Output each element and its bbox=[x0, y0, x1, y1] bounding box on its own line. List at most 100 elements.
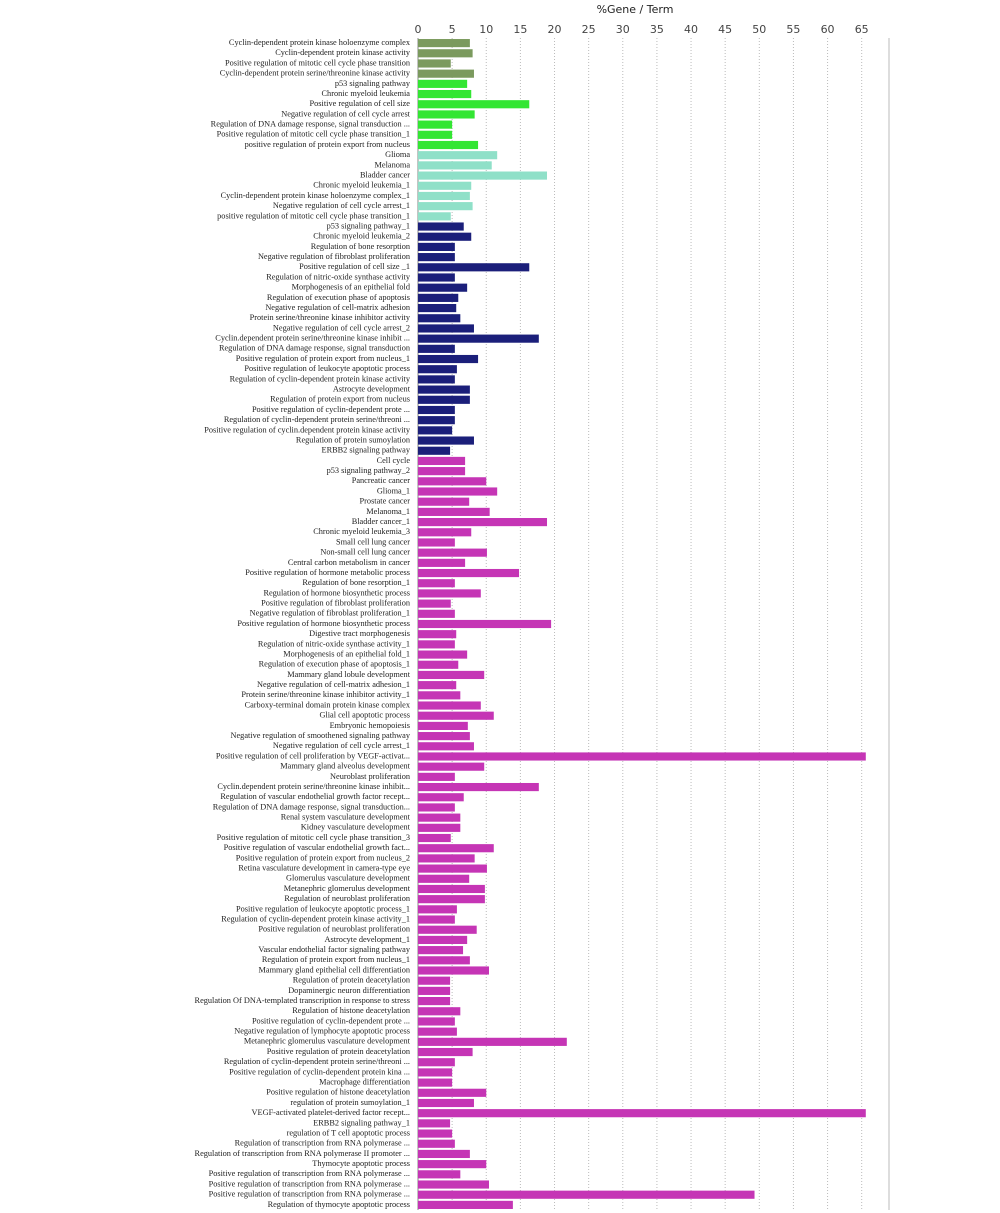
bar bbox=[418, 263, 530, 272]
bar bbox=[418, 558, 466, 567]
y-tick-label: Cyclin-dependent protein kinase holoenzy… bbox=[221, 191, 410, 200]
bar bbox=[418, 752, 866, 761]
y-tick-label: Positive regulation of transcription fro… bbox=[209, 1190, 410, 1199]
bar bbox=[418, 253, 455, 262]
bar bbox=[418, 273, 455, 282]
y-tick-label: Morphogenesis of an epithelial fold_1 bbox=[283, 649, 410, 658]
bar bbox=[418, 507, 490, 516]
bar bbox=[418, 986, 451, 995]
bar bbox=[418, 884, 485, 894]
y-tick-label: Regulation of nitric-oxide synthase acti… bbox=[266, 272, 411, 281]
bar bbox=[418, 1170, 461, 1179]
y-tick-label: Positive regulation of transcription fro… bbox=[209, 1179, 410, 1188]
y-tick-label: Embryonic hemopoiesis bbox=[330, 721, 410, 730]
bar bbox=[418, 212, 451, 221]
bar bbox=[418, 293, 459, 302]
y-tick-label: p53 signaling pathway_1 bbox=[327, 221, 410, 230]
y-tick-label: Retina vasculature development in camera… bbox=[238, 863, 410, 872]
y-tick-label: Glioma_1 bbox=[377, 486, 410, 495]
bar bbox=[418, 772, 455, 781]
y-tick-label: Cyclin-dependent protein kinase holoenzy… bbox=[229, 38, 411, 47]
y-tick-label: Mammary gland alveolus development bbox=[280, 762, 410, 771]
y-tick-label: Positive regulation of mitotic cell cycl… bbox=[225, 58, 411, 67]
bar bbox=[418, 895, 485, 904]
y-tick-label: Positive regulation of leukocyte apoptot… bbox=[244, 364, 410, 373]
y-tick-label: Positive regulation of cyclin-dependent … bbox=[229, 1067, 410, 1076]
bar bbox=[418, 1119, 451, 1128]
y-tick-label: positive regulation of mitotic cell cycl… bbox=[217, 211, 410, 220]
y-tick-label: Metanephric glomerulus development bbox=[284, 884, 411, 893]
y-tick-label: positive regulation of protein export fr… bbox=[245, 140, 410, 149]
x-tick-label: 45 bbox=[718, 23, 732, 36]
y-tick-label: Metanephric glomerulus vasculature devel… bbox=[244, 1037, 411, 1046]
bar bbox=[418, 171, 548, 180]
bar bbox=[418, 130, 453, 139]
bar bbox=[418, 1149, 470, 1159]
bar bbox=[418, 640, 455, 649]
y-tick-label: Negative regulation of cell cycle arrest… bbox=[273, 741, 410, 750]
y-tick-label: ERBB2 signaling pathway bbox=[322, 446, 411, 455]
bar bbox=[418, 609, 455, 618]
bar bbox=[418, 385, 470, 394]
y-tick-label: Kidney vasculature development bbox=[301, 823, 411, 832]
bar bbox=[418, 1078, 453, 1087]
y-tick-label: Regulation of histone deacetylation bbox=[292, 1006, 411, 1015]
bar bbox=[418, 956, 470, 965]
bar bbox=[418, 915, 455, 924]
bar bbox=[418, 1058, 455, 1067]
bar bbox=[418, 732, 470, 741]
x-tick-label: 5 bbox=[449, 23, 456, 36]
y-tick-label: Cell cycle bbox=[377, 456, 411, 465]
bar bbox=[418, 191, 470, 201]
bar bbox=[418, 1160, 487, 1169]
y-tick-label: Positive regulation of hormone biosynthe… bbox=[237, 619, 410, 628]
bar bbox=[418, 823, 461, 832]
y-tick-label: Negative regulation of cell-matrix adhes… bbox=[257, 680, 410, 689]
x-tick-label: 25 bbox=[582, 23, 596, 36]
y-tick-label: Positive regulation of cyclin-dependent … bbox=[252, 1016, 410, 1025]
bar bbox=[418, 874, 470, 883]
bar bbox=[418, 1068, 453, 1077]
y-tick-label: Positive regulation of vascular endothel… bbox=[224, 843, 410, 852]
y-tick-label: Non-small cell lung cancer bbox=[320, 548, 410, 557]
bar bbox=[418, 1129, 453, 1138]
y-tick-label: Mammary gland epithelial cell differenti… bbox=[259, 965, 411, 974]
y-tick-label: Glial cell apoptotic process bbox=[319, 711, 410, 720]
y-tick-label: p53 signaling pathway bbox=[335, 79, 411, 88]
y-tick-label: Pancreatic cancer bbox=[352, 476, 411, 485]
bar bbox=[418, 803, 455, 812]
x-tick-label: 10 bbox=[479, 23, 493, 36]
y-tick-label: Bladder cancer bbox=[360, 170, 410, 179]
bar bbox=[418, 1017, 455, 1026]
y-tick-label: Positive regulation of protein export fr… bbox=[236, 354, 410, 363]
bar bbox=[418, 721, 468, 730]
y-tick-label: Protein serine/threonine kinase inhibito… bbox=[250, 313, 411, 322]
bar bbox=[418, 467, 466, 476]
bar bbox=[418, 303, 457, 313]
bar bbox=[418, 487, 498, 496]
y-tick-label: Positive regulation of cyclin-dependent … bbox=[252, 405, 410, 414]
bar bbox=[418, 405, 455, 415]
y-tick-label: Dopaminergic neuron differentiation bbox=[288, 986, 411, 995]
bar bbox=[418, 579, 455, 588]
bar bbox=[418, 681, 457, 690]
y-tick-label: p53 signaling pathway_2 bbox=[327, 466, 410, 475]
bar bbox=[418, 650, 468, 659]
bar bbox=[418, 782, 539, 792]
bar bbox=[418, 456, 466, 466]
x-tick-label: 0 bbox=[415, 23, 422, 36]
bar bbox=[418, 314, 461, 323]
x-tick-label: 55 bbox=[786, 23, 800, 36]
bar bbox=[418, 365, 457, 374]
y-tick-label: Regulation of thymocyte apoptotic proces… bbox=[268, 1200, 410, 1209]
bar bbox=[418, 997, 451, 1006]
y-tick-label: Astrocyte development_1 bbox=[325, 935, 410, 944]
bar bbox=[418, 518, 548, 527]
bar bbox=[418, 599, 451, 608]
bar bbox=[418, 202, 473, 211]
y-tick-label: Negative regulation of cell cycle arrest… bbox=[273, 201, 410, 210]
bar bbox=[418, 49, 473, 58]
y-tick-label: Chronic myeloid leukemia bbox=[322, 89, 411, 98]
bar bbox=[418, 89, 472, 99]
